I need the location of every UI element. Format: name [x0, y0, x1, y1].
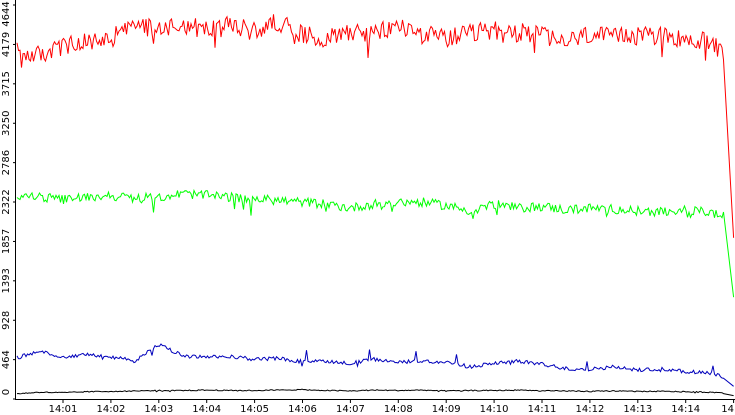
y-tick-label: 3715	[1, 71, 12, 96]
x-axis-ticks: 14:01 14:02 14:03 14:04 14:05 14:06 14:07 14:08…	[49, 399, 735, 415]
x-tick-label: 14:09	[432, 404, 461, 415]
y-tick-label: 0	[1, 389, 12, 395]
x-tick-label: 14:08	[384, 404, 413, 415]
x-tick-label: 14:14	[671, 404, 700, 415]
y-tick-label: 1857	[1, 229, 12, 254]
y-tick-label: 1393	[1, 268, 12, 293]
y-tick-label: 928	[1, 311, 12, 330]
x-tick-label: 14	[721, 404, 734, 415]
series-line-2	[16, 188, 735, 298]
x-tick-label: 14:12	[575, 404, 604, 415]
x-tick-label: 14:02	[96, 404, 125, 415]
x-tick-label: 14:11	[528, 404, 557, 415]
y-tick-label: 2786	[1, 150, 12, 175]
x-tick-label: 14:06	[288, 404, 317, 415]
y-tick-label: 4179	[1, 32, 12, 57]
x-tick-label: 14:07	[336, 404, 365, 415]
x-tick-label: 14:01	[49, 404, 78, 415]
y-tick-label: 4644	[1, 1, 12, 26]
x-tick-label: 14:10	[480, 404, 509, 415]
series-line-4	[16, 388, 734, 397]
x-tick-label: 14:05	[240, 404, 269, 415]
series-layer	[16, 14, 735, 397]
x-tick-label: 14:03	[144, 404, 173, 415]
y-tick-label: 3250	[1, 111, 12, 136]
x-tick-label: 14:13	[623, 404, 652, 415]
y-tick-label: 464	[1, 350, 12, 369]
y-tick-label: 2322	[1, 189, 12, 214]
series-line-3	[16, 343, 734, 387]
y-axis-ticks: 0 464 928 1393 1857 2322 2786 3250 3715 4179 4644	[1, 1, 16, 400]
series-line-1	[16, 14, 735, 238]
x-tick-label: 14:04	[192, 404, 221, 415]
